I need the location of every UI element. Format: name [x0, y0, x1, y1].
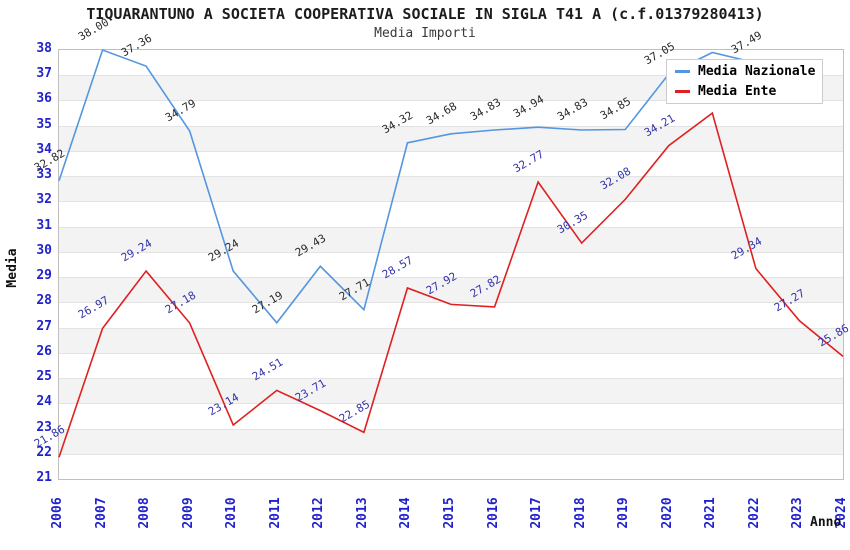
x-tick-label: 2018: [572, 497, 588, 529]
y-tick-label: 32: [36, 192, 52, 208]
x-tick-label: 2006: [50, 497, 65, 529]
grid-line: [59, 176, 843, 178]
grid-band: [59, 176, 843, 202]
grid-line: [59, 201, 843, 203]
grid-line: [59, 125, 843, 127]
x-tick-label: 2021: [703, 497, 719, 529]
x-tick-label: 2011: [267, 497, 283, 529]
x-tick-label: 2010: [224, 497, 240, 529]
y-tick-label: 29: [36, 268, 52, 284]
y-tick-label: 33: [36, 167, 52, 183]
chart-subtitle: Media Importi: [374, 26, 476, 41]
y-tick-label: 26: [36, 343, 52, 359]
grid-line: [59, 403, 843, 405]
grid-band: [59, 378, 843, 404]
y-tick-label: 22: [36, 444, 52, 460]
y-axis-title: Media: [5, 248, 20, 288]
grid-line: [59, 327, 843, 329]
grid-line: [59, 302, 843, 304]
x-tick-label: 2012: [311, 497, 327, 529]
grid-line: [59, 75, 843, 77]
y-tick-label: 27: [36, 318, 52, 334]
grid-line: [59, 100, 843, 102]
y-tick-label: 30: [36, 242, 52, 258]
legend: Media Nazionale Media Ente: [666, 59, 823, 104]
grid-line: [59, 150, 843, 152]
grid-band: [59, 428, 843, 454]
legend-label-media-ente: Media Ente: [698, 84, 777, 99]
grid-line: [59, 352, 843, 354]
y-tick-label: 38: [36, 41, 52, 56]
grid-band: [59, 327, 843, 353]
x-tick-label: 2020: [659, 497, 675, 529]
x-tick-label: 2016: [485, 497, 501, 529]
y-tick-label: 24: [36, 394, 52, 410]
y-tick-label: 36: [36, 91, 52, 107]
x-tick-label: 2017: [529, 497, 545, 529]
grid-band: [59, 226, 843, 252]
x-tick-label: 2009: [180, 497, 196, 529]
x-axis-title: Anno: [810, 515, 842, 530]
y-tick-label: 31: [36, 217, 52, 233]
x-tick-label: 2008: [137, 497, 153, 529]
chart-title: TIQUARANTUNO A SOCIETA COOPERATIVA SOCIA…: [86, 5, 764, 23]
grid-line: [59, 251, 843, 253]
y-tick-label: 21: [36, 470, 52, 485]
grid-line: [59, 226, 843, 228]
legend-item-media-ente: Media Ente: [667, 84, 822, 99]
x-tick-label: 2015: [442, 497, 457, 529]
legend-item-media-nazionale: Media Nazionale: [667, 64, 822, 79]
x-tick-label: 2022: [746, 497, 762, 529]
x-tick-label: 2019: [616, 497, 632, 529]
grid-line: [59, 277, 843, 279]
y-tick-label: 37: [36, 66, 52, 82]
y-tick-label: 35: [36, 116, 52, 132]
grid-line: [59, 428, 843, 430]
y-tick-label: 23: [36, 419, 52, 435]
x-tick-label: 2013: [354, 497, 370, 529]
grid-band: [59, 277, 843, 303]
y-tick-label: 25: [36, 369, 52, 385]
grid-line: [59, 378, 843, 380]
legend-line-media-nazionale-icon: [675, 70, 690, 73]
plot-area: [58, 48, 844, 480]
legend-label-media-nazionale: Media Nazionale: [698, 64, 816, 79]
y-tick-label: 34: [36, 141, 52, 157]
y-tick-label: 28: [36, 293, 52, 309]
legend-line-media-ente-icon: [675, 90, 690, 93]
series-line-media-nazionale: [58, 48, 757, 325]
x-tick-label: 2007: [93, 497, 109, 529]
x-tick-label: 2014: [398, 497, 414, 529]
grid-line: [59, 453, 843, 455]
x-tick-label: 2023: [790, 497, 806, 529]
series-line-media-ente: [58, 111, 844, 458]
